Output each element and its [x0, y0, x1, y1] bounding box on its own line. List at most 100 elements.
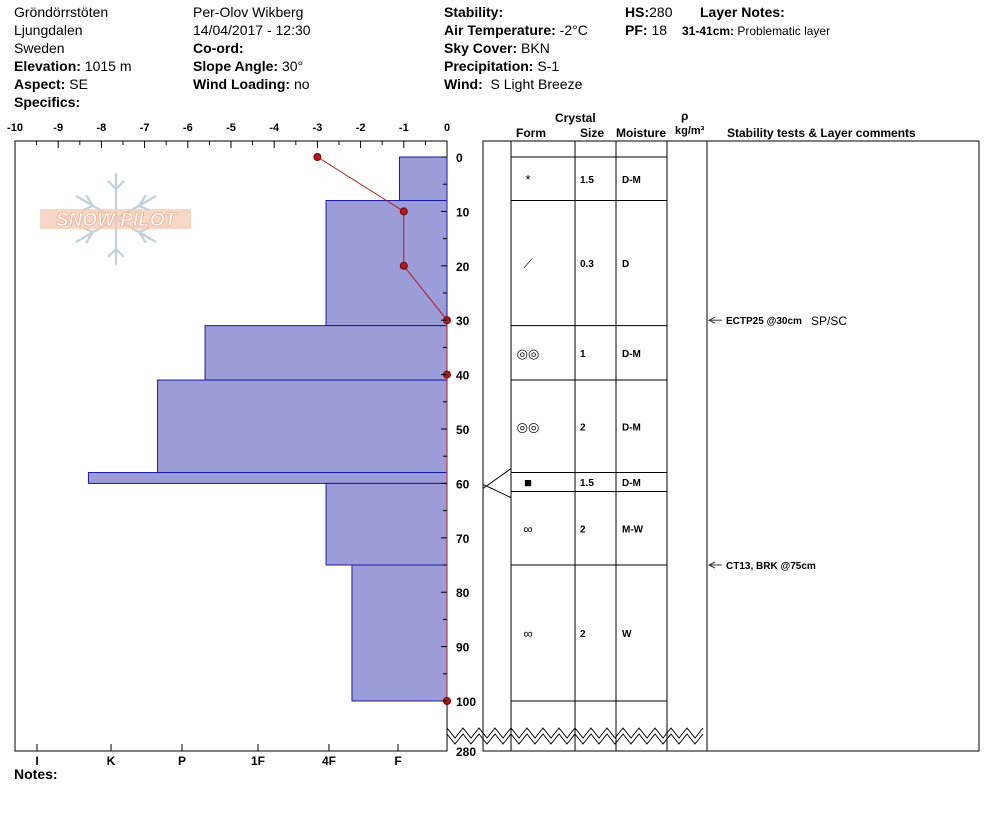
- depth-tick-label: 10: [456, 205, 470, 219]
- depth-tick-label: 0: [456, 151, 463, 165]
- layer-moisture: D-M: [622, 349, 641, 360]
- specifics-label: Specifics:: [14, 94, 81, 110]
- temperature-point: [399, 261, 408, 270]
- air-temp-value: -2°C: [559, 22, 588, 38]
- hardness-bar: [204, 325, 448, 381]
- layer-size: 2: [580, 629, 586, 640]
- hardness-bars: [87, 156, 448, 702]
- sky-label: Sky Cover:: [444, 40, 518, 56]
- layer-moisture: D-M: [622, 422, 641, 433]
- pf-field: PF: 18: [625, 21, 667, 39]
- hs-value: 280: [649, 4, 673, 20]
- hardness-label: K: [107, 754, 116, 768]
- layer-size: 1.5: [580, 175, 594, 186]
- layer-table: * 1.5 D-M ⟋ 0.3 D ◎◎ 1 D-M ◎◎ 2 D-M ■ 1.5 D-M ∞ 2 M-W ∞ 2 W: [482, 156, 667, 702]
- crystal-header: Crystal: [555, 111, 596, 125]
- temp-tick-label: -5: [226, 122, 236, 134]
- hardness-bar: [398, 156, 448, 202]
- precip-value: S-1: [537, 58, 560, 74]
- pf-label: PF:: [625, 22, 648, 38]
- wind-loading-value: no: [293, 76, 310, 92]
- depth-tick-label: 50: [456, 423, 470, 437]
- sky-value: BKN: [521, 40, 550, 56]
- layer-note: 31-41cm: Problematic layer: [682, 22, 830, 40]
- notes-label: Notes:: [14, 766, 58, 782]
- temp-tick-label: -4: [269, 122, 280, 134]
- layer-frame: [482, 140, 980, 752]
- layer-size: 1.5: [580, 478, 594, 489]
- layer-size: 2: [580, 524, 586, 535]
- layer-note-text: Problematic layer: [737, 24, 831, 38]
- location-name: Gröndörrstöten: [14, 4, 109, 20]
- sky-field: Sky Cover: BKN: [444, 39, 550, 57]
- wind-value: S Light Breeze: [490, 76, 583, 92]
- stability-tests: ECTP25 @30cm SP/SC CT13, BRK @75cm: [707, 314, 847, 572]
- pf-value: 18: [651, 22, 668, 38]
- coord-label: Co-ord:: [193, 40, 244, 56]
- air-temp-field: Air Temperature: -2°C: [444, 21, 588, 39]
- axes: -10 -9 -8 -7 -6 -5 -4 -3 -2 -1 0010203040506070809…: [7, 122, 704, 768]
- hs-label: HS:: [625, 4, 650, 20]
- depth-bottom-label: 280: [456, 745, 476, 759]
- depth-tick-label: 40: [456, 369, 470, 383]
- depth-tick-label: 60: [456, 477, 470, 491]
- aspect-label: Aspect:: [14, 76, 66, 92]
- wind-field: Wind: S Light Breeze: [444, 75, 582, 93]
- slope-value: 30°: [281, 58, 304, 74]
- plot-frames: [14, 140, 980, 752]
- hardness-label: 4F: [322, 754, 336, 768]
- layer-moisture: D: [622, 259, 629, 270]
- depth-tick-label: 90: [456, 641, 470, 655]
- precip-label: Precipitation:: [444, 58, 534, 74]
- form-header: Form: [516, 126, 546, 140]
- temp-tick-label: -2: [356, 122, 366, 134]
- test-extra: SP/SC: [811, 314, 847, 328]
- break-line-lower: [446, 727, 704, 739]
- layer-form: ∞: [523, 626, 532, 641]
- depth-tick-label: 100: [456, 695, 476, 709]
- region-name: Ljungdalen: [14, 22, 83, 38]
- layer-notes-label: Layer Notes:: [700, 4, 785, 20]
- layer-connector: [482, 483, 512, 499]
- layer-moisture: M-W: [622, 524, 644, 535]
- wind-loading-label: Wind Loading:: [193, 76, 291, 92]
- depth-tick-label: 80: [456, 586, 470, 600]
- layer-moisture: D-M: [622, 175, 641, 186]
- temperature-point: [313, 153, 322, 161]
- layer-connector: [482, 468, 512, 489]
- test-label: ECTP25 @30cm: [726, 316, 802, 327]
- layer-size: 2: [580, 422, 586, 433]
- size-header: Size: [580, 126, 605, 140]
- observer-name: Per-Olov Wikberg: [193, 4, 304, 20]
- depth-tick-label: 70: [456, 532, 470, 546]
- hardness-bar: [325, 200, 448, 327]
- stability-label: Stability:: [444, 4, 504, 20]
- hardness-label: P: [178, 754, 186, 768]
- wind-label: Wind:: [444, 76, 483, 92]
- temp-tick-label: -1: [399, 122, 409, 134]
- temp-tick-label: -8: [97, 122, 107, 134]
- slope-field: Slope Angle: 30°: [193, 57, 303, 75]
- logo-text: SNOW PILOT: [56, 210, 178, 231]
- density-unit-header: kg/m³: [675, 125, 705, 137]
- layer-moisture: D-M: [622, 478, 641, 489]
- test-arrow-head: [707, 561, 716, 569]
- test-label: CT13, BRK @75cm: [726, 561, 816, 572]
- depth-tick-label: 20: [456, 260, 470, 274]
- temp-tick-label: -7: [140, 122, 150, 134]
- temp-tick-label: -6: [183, 122, 193, 134]
- hardness-bar: [157, 379, 448, 474]
- country-name: Sweden: [14, 40, 65, 56]
- layer-form: ◎◎: [517, 346, 540, 361]
- hardness-bar: [87, 472, 448, 484]
- layer-form: ∞: [523, 521, 532, 536]
- comments-header: Stability tests & Layer comments: [727, 126, 916, 140]
- wind-loading-field: Wind Loading: no: [193, 75, 310, 93]
- elevation-field: Elevation: 1015 m: [14, 57, 132, 75]
- temperature-point: [399, 207, 408, 216]
- slope-label: Slope Angle:: [193, 58, 279, 74]
- layer-size: 1: [580, 349, 586, 360]
- snowpilot-logo: SNOW PILOT: [40, 173, 191, 265]
- hardness-label: F: [394, 754, 401, 768]
